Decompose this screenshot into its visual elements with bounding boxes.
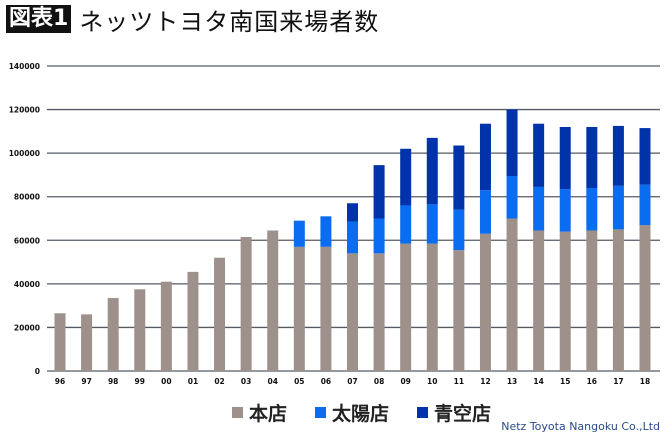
legend-swatch xyxy=(315,407,327,418)
y-tick-label: 120000 xyxy=(9,106,40,115)
bar-segment-aozora xyxy=(453,145,465,210)
bar-segment-aozora xyxy=(506,109,518,177)
bar-segment-honten xyxy=(400,243,412,371)
legend: 本店 太陽店 青空店 xyxy=(232,399,491,426)
legend-item-taiyo: 太陽店 xyxy=(315,399,389,426)
bar-segment-aozora xyxy=(373,165,385,219)
bar-segment-aozora xyxy=(533,123,545,187)
bar-segment-aozora xyxy=(559,127,571,190)
x-tick-label: 14 xyxy=(533,377,543,386)
bar-segment-aozora xyxy=(400,148,412,206)
bar-segment-honten xyxy=(426,243,438,371)
bar-segment-honten xyxy=(559,231,571,371)
legend-label: 青空店 xyxy=(434,403,492,425)
bar-segment-taiyo xyxy=(400,205,412,244)
x-tick-label: 00 xyxy=(161,377,171,386)
bar-segment-honten xyxy=(453,250,465,371)
bar-segment-aozora xyxy=(612,125,624,186)
y-tick-label: 0 xyxy=(35,367,40,376)
x-tick-label: 04 xyxy=(268,377,278,386)
bar-segment-honten xyxy=(612,229,624,371)
bar-segment-honten xyxy=(81,314,93,371)
bar-segment-taiyo xyxy=(320,216,332,247)
bar-segment-honten xyxy=(347,253,358,371)
bar-segment-taiyo xyxy=(506,176,518,219)
x-tick-label: 06 xyxy=(321,377,331,386)
x-tick-label: 13 xyxy=(507,377,517,386)
legend-label: 本店 xyxy=(249,403,288,425)
x-tick-label: 12 xyxy=(480,377,490,386)
x-tick-label: 17 xyxy=(613,377,623,386)
x-tick-label: 01 xyxy=(188,377,198,386)
x-tick-label: 10 xyxy=(427,377,437,386)
bar-segment-honten xyxy=(639,225,651,371)
legend-item-aozora: 青空店 xyxy=(417,399,491,426)
bar-segment-taiyo xyxy=(639,184,651,226)
bar-segment-taiyo xyxy=(586,188,598,231)
bar-segment-taiyo xyxy=(559,189,571,232)
bar-segment-taiyo xyxy=(373,218,385,254)
x-tick-label: 08 xyxy=(374,377,384,386)
bar-segment-taiyo xyxy=(533,186,545,231)
figure-tag: 図表1 xyxy=(6,5,72,33)
bar-segment-honten xyxy=(134,289,146,371)
bar-segment-honten xyxy=(160,281,172,371)
bar-segment-taiyo xyxy=(479,190,491,234)
legend-swatch xyxy=(232,407,243,418)
x-tick-label: 02 xyxy=(214,377,224,386)
bar-segment-honten xyxy=(373,253,385,371)
bar-segment-taiyo xyxy=(612,185,624,230)
y-tick-label: 140000 xyxy=(9,62,40,71)
bar-segment-honten xyxy=(240,237,252,371)
y-tick-label: 20000 xyxy=(14,323,40,332)
bar-segment-honten xyxy=(214,257,226,371)
bar-segment-honten xyxy=(533,230,545,371)
legend-swatch xyxy=(417,407,429,418)
credit-text: Netz Toyota Nangoku Co.,Ltd xyxy=(501,420,660,433)
x-tick-label: 09 xyxy=(400,377,410,386)
bar-segment-honten xyxy=(54,313,66,371)
x-tick-label: 99 xyxy=(135,377,145,386)
y-tick-label: 80000 xyxy=(14,193,40,202)
bar-segment-honten xyxy=(187,271,199,371)
x-tick-label: 05 xyxy=(294,377,304,386)
legend-item-honten: 本店 xyxy=(232,399,287,426)
x-tick-label: 03 xyxy=(241,377,251,386)
bar-segment-honten xyxy=(479,233,491,371)
bar-segment-aozora xyxy=(479,123,491,191)
title-text: ネッツトヨタ南国来場者数 xyxy=(79,7,380,36)
chart-title: 図表1 ネッツトヨタ南国来場者数 xyxy=(6,4,380,36)
bar-segment-honten xyxy=(506,218,518,371)
bar-segment-taiyo xyxy=(453,209,465,251)
bar-segment-aozora xyxy=(347,203,358,222)
x-tick-label: 98 xyxy=(108,377,118,386)
bar-segment-honten xyxy=(320,246,332,371)
bar-segment-taiyo xyxy=(293,220,305,247)
y-tick-label: 40000 xyxy=(14,280,40,289)
bar-segment-honten xyxy=(586,230,598,371)
y-tick-label: 60000 xyxy=(14,236,40,245)
x-tick-label: 16 xyxy=(587,377,597,386)
bar-segment-taiyo xyxy=(426,204,438,244)
y-tick-label: 100000 xyxy=(9,149,40,158)
x-tick-label: 07 xyxy=(347,377,357,386)
bar-segment-honten xyxy=(267,230,279,371)
x-tick-label: 11 xyxy=(454,377,464,386)
x-tick-label: 15 xyxy=(560,377,570,386)
bar-segment-taiyo xyxy=(347,221,358,254)
bar-segment-honten xyxy=(107,298,119,371)
bar-segment-aozora xyxy=(639,128,651,185)
x-tick-label: 97 xyxy=(81,377,91,386)
bar-segment-honten xyxy=(293,246,305,371)
legend-label: 太陽店 xyxy=(332,403,390,425)
x-tick-label: 18 xyxy=(640,377,650,386)
x-tick-label: 96 xyxy=(55,377,65,386)
bar-segment-aozora xyxy=(426,137,438,205)
bar-segment-aozora xyxy=(586,127,598,188)
